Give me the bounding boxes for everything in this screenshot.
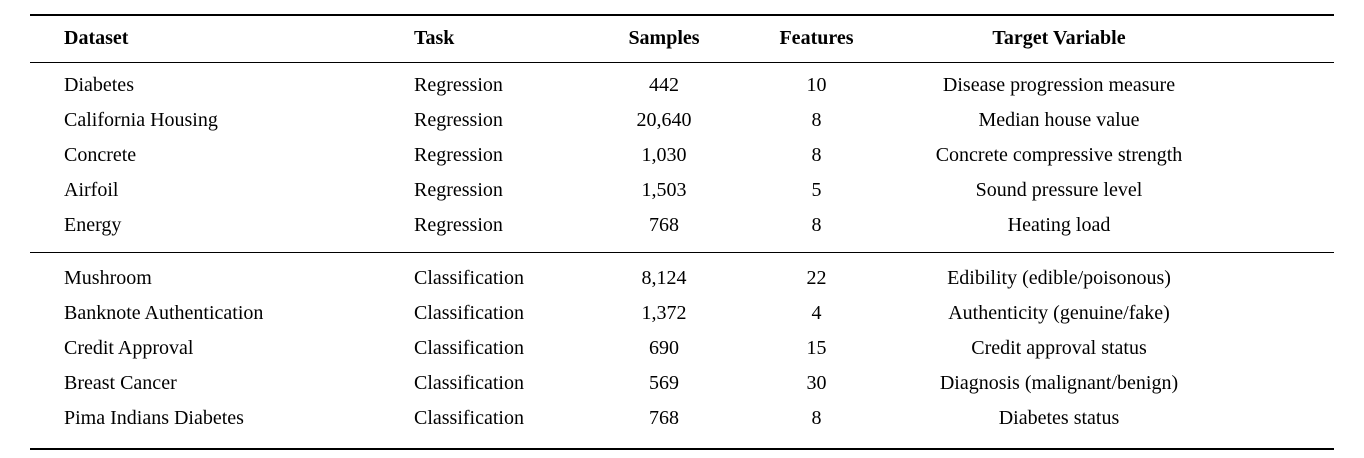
cell-features: 4 bbox=[811, 302, 822, 324]
column-header-samples: Samples bbox=[599, 15, 729, 63]
cell-features: 5 bbox=[811, 179, 822, 201]
cell-dataset: Energy bbox=[64, 214, 122, 236]
table-row: Banknote Authentication Classification 1,3… bbox=[30, 296, 1334, 331]
column-header-dataset: Dataset bbox=[30, 15, 414, 63]
table-row: Energy Regression 768 8 Heating load bbox=[30, 208, 1334, 253]
regression-group: Diabetes Regression 442 10 Disease progressi… bbox=[30, 63, 1334, 253]
cell-dataset: Airfoil bbox=[64, 179, 119, 201]
cell-features: 8 bbox=[811, 109, 822, 131]
cell-target: Concrete compressive strength bbox=[935, 144, 1183, 166]
cell-target: Diabetes status bbox=[998, 407, 1120, 429]
cell-task: Classification bbox=[414, 252, 599, 296]
cell-samples: 1,030 bbox=[641, 144, 687, 166]
cell-samples: 690 bbox=[649, 337, 679, 359]
table-row: Airfoil Regression 1,503 5 Sound pressure le… bbox=[30, 173, 1334, 208]
classification-group: Mushroom Classification 8,124 22 Edibility (… bbox=[30, 252, 1334, 450]
cell-dataset: Concrete bbox=[64, 144, 137, 166]
cell-features: 22 bbox=[729, 252, 904, 296]
datasets-table: Dataset Task Samples Features Target Var… bbox=[30, 14, 1334, 450]
cell-dataset: Credit Approval bbox=[64, 337, 194, 359]
cell-samples: 8,124 bbox=[599, 252, 729, 296]
cell-samples: 442 bbox=[649, 74, 679, 96]
cell-task: Regression bbox=[414, 109, 503, 131]
cell-features: 8 bbox=[811, 214, 822, 236]
cell-samples: 768 bbox=[649, 407, 679, 429]
table-row: Diabetes Regression 442 10 Disease progressi… bbox=[30, 63, 1334, 104]
table-row: Concrete Regression 1,030 8 Concrete compres… bbox=[30, 138, 1334, 173]
cell-features: 15 bbox=[806, 337, 827, 359]
cell-features: 30 bbox=[806, 372, 827, 394]
cell-task: Regression bbox=[414, 179, 503, 201]
cell-dataset: Pima Indians Diabetes bbox=[64, 407, 244, 429]
cell-samples: 1,372 bbox=[641, 302, 687, 324]
cell-task: Classification bbox=[414, 407, 524, 429]
cell-task: Classification bbox=[414, 337, 524, 359]
table-row: Pima Indians Diabetes Classification 768 8 D… bbox=[30, 401, 1334, 449]
table-row: Breast Cancer Classification 569 30 Diagnosi… bbox=[30, 366, 1334, 401]
cell-samples: 1,503 bbox=[641, 179, 687, 201]
cell-samples: 20,640 bbox=[636, 109, 692, 131]
cell-task: Classification bbox=[414, 372, 524, 394]
cell-target: Credit approval status bbox=[971, 337, 1147, 359]
cell-target: Sound pressure level bbox=[975, 179, 1143, 201]
column-header-features: Features bbox=[729, 15, 904, 63]
table-row: Credit Approval Classification 690 15 Credit… bbox=[30, 331, 1334, 366]
cell-features: 8 bbox=[811, 407, 822, 429]
cell-target: Authenticity (genuine/fake) bbox=[948, 302, 1170, 324]
column-header-task: Task bbox=[414, 15, 599, 63]
table-row: Mushroom Classification 8,124 22 Edibility (… bbox=[30, 252, 1334, 296]
header-row: Dataset Task Samples Features Target Var… bbox=[30, 15, 1334, 63]
table-row: California Housing Regression 20,640 8 Media… bbox=[30, 103, 1334, 138]
column-header-target: Target Variable bbox=[904, 15, 1334, 63]
cell-target: Disease progression measure bbox=[942, 74, 1176, 96]
cell-dataset: California Housing bbox=[64, 109, 218, 131]
cell-dataset: Breast Cancer bbox=[64, 372, 177, 394]
cell-task: Regression bbox=[414, 214, 503, 236]
cell-features: 10 bbox=[806, 74, 827, 96]
cell-dataset: Diabetes bbox=[64, 74, 134, 96]
cell-samples: 768 bbox=[649, 214, 679, 236]
table-header: Dataset Task Samples Features Target Var… bbox=[30, 15, 1334, 63]
cell-dataset: Banknote Authentication bbox=[64, 302, 264, 324]
cell-dataset: Mushroom bbox=[30, 252, 414, 296]
cell-samples: 569 bbox=[649, 372, 679, 394]
cell-task: Classification bbox=[414, 302, 524, 324]
cell-target: Edibility (edible/poisonous) bbox=[904, 252, 1334, 296]
cell-target: Heating load bbox=[1007, 214, 1111, 236]
cell-features: 8 bbox=[811, 144, 822, 166]
cell-target: Diagnosis (malignant/benign) bbox=[939, 372, 1179, 394]
cell-task: Regression bbox=[414, 74, 503, 96]
cell-target: Median house value bbox=[978, 109, 1140, 131]
cell-task: Regression bbox=[414, 144, 503, 166]
